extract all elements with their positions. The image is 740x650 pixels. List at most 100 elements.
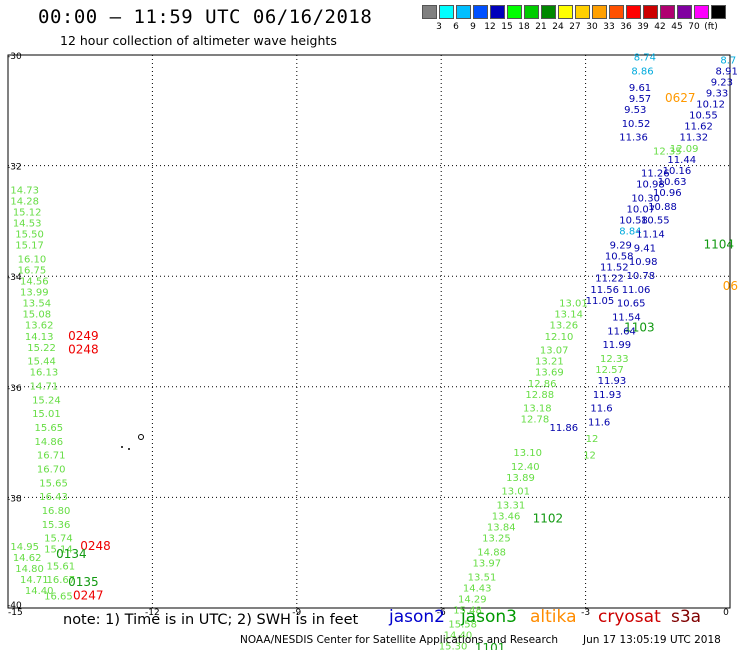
swh-value-label: 15.61 — [47, 561, 76, 572]
pass-id-label: 0134 — [56, 547, 87, 561]
swh-value-label: 11.64 — [607, 326, 636, 337]
swh-value-label: 9.61 — [629, 83, 651, 94]
swh-value-label: 14.86 — [34, 437, 63, 448]
swh-value-label: 11.05 — [586, 296, 615, 307]
swh-value-label: 10.98 — [629, 257, 658, 268]
swh-value-label: 13.69 — [535, 368, 564, 379]
swh-value-label: 14.13 — [25, 332, 54, 343]
swh-value-label: 11.62 — [684, 122, 713, 133]
swh-value-label: 16.13 — [30, 368, 59, 379]
swh-value-label: 13.84 — [487, 523, 516, 534]
swh-value-label: 14.80 — [15, 564, 44, 575]
pass-id-label: 0247 — [73, 589, 104, 603]
legend-jason2: jason2 — [389, 607, 445, 627]
swh-value-label: 15.74 — [44, 534, 73, 545]
swh-value-label: 11.93 — [598, 376, 627, 387]
island-marker — [138, 434, 144, 440]
swh-value-label: 14.73 — [10, 185, 39, 196]
swh-value-label: 12.78 — [521, 415, 550, 426]
pass-id-label: 06 — [723, 279, 738, 293]
swh-value-label: 15.24 — [32, 395, 61, 406]
swh-value-label: 15.14 — [44, 545, 73, 556]
swh-value-label: 11.14 — [636, 229, 665, 240]
x-tick-label: -15 — [8, 608, 23, 618]
swh-value-label: 14.40 — [444, 630, 473, 641]
swh-value-label: 12.09 — [670, 144, 699, 155]
swh-value-label: 10.58 — [605, 252, 634, 263]
swh-value-label: 13.99 — [20, 288, 49, 299]
swh-value-label: 8.74 — [634, 53, 656, 64]
swh-value-label: 9.57 — [629, 94, 651, 105]
swh-value-label: 10.58 — [619, 216, 648, 227]
y-tick-label: -36 — [7, 384, 22, 394]
legend-cryosat: cryosat — [598, 607, 661, 627]
legend-swatch — [592, 5, 607, 19]
swh-value-label: 11.44 — [667, 155, 696, 166]
legend-swatch — [473, 5, 488, 19]
swh-value-label: 15.48 — [453, 606, 482, 617]
swh-value-label: 10.30 — [631, 194, 660, 205]
swh-value-label: 13.89 — [506, 473, 535, 484]
pass-id-label: 1103 — [624, 321, 655, 335]
x-tick-label: 0 — [723, 608, 729, 618]
swh-value-label: 12.33 — [600, 354, 629, 365]
swh-value-label: 13.25 — [482, 534, 511, 545]
swh-value-label: 12.88 — [525, 390, 554, 401]
swh-value-label: 8.7 — [720, 55, 736, 66]
swh-value-label: 12 — [583, 451, 596, 462]
legend-swatch — [524, 5, 539, 19]
legend-label: 70 — [688, 22, 700, 32]
swh-value-label: 8.91 — [716, 66, 738, 77]
swh-value-label: 13.14 — [554, 310, 583, 321]
legend-swatch — [694, 5, 709, 19]
swh-value-label: 14.40 — [25, 586, 54, 597]
swh-value-label: 13.51 — [468, 572, 497, 583]
legend-label: 30 — [586, 22, 598, 32]
plot-frame — [7, 54, 731, 609]
swh-value-label: 9.33 — [706, 88, 728, 99]
swh-value-label: 14.95 — [10, 542, 39, 553]
swh-value-label: 13.21 — [535, 357, 564, 368]
legend-s3a: s3a — [671, 607, 702, 627]
swh-value-label: 12.40 — [511, 462, 540, 473]
swh-value-label: 13.97 — [472, 559, 501, 570]
legend-swatch — [490, 5, 505, 19]
swh-value-label: 14.43 — [463, 583, 492, 594]
swh-value-label: 10.96 — [653, 188, 682, 199]
swh-value-label: 14.53 — [13, 218, 42, 229]
legend-swatch — [422, 5, 437, 19]
swh-value-label: 15.30 — [439, 641, 468, 650]
swh-value-label: 11.6 — [590, 404, 612, 415]
swh-value-label: 14.88 — [477, 547, 506, 558]
swh-value-label: 10.16 — [663, 166, 692, 177]
swh-value-label: 16.43 — [39, 492, 68, 503]
swh-value-label: 14.71 — [20, 575, 49, 586]
legend-swatch — [711, 5, 726, 19]
swh-value-label: 10.12 — [696, 100, 725, 111]
legend-label: 3 — [436, 22, 442, 32]
swh-value-label: 8.86 — [631, 66, 653, 77]
swh-value-label: 13.62 — [25, 321, 54, 332]
swh-value-label: 15.65 — [34, 423, 63, 434]
swh-value-label: 12.57 — [595, 365, 624, 376]
swh-value-label: 10.65 — [617, 299, 646, 310]
pass-id-label: 0627 — [665, 91, 696, 105]
legend-label: 33 — [603, 22, 615, 32]
swh-value-label: 10.52 — [622, 119, 651, 130]
swh-value-label: 13.26 — [550, 321, 579, 332]
note-text: note: 1) Time is in UTC; 2) SWH is in fe… — [63, 612, 359, 628]
pass-id-label: 0248 — [80, 539, 111, 553]
swh-value-label: 13.18 — [523, 404, 552, 415]
swh-value-label: 16.67 — [47, 575, 76, 586]
pass-id-label: 1102 — [533, 511, 564, 525]
swh-value-label: 10.88 — [648, 202, 677, 213]
x-tick-label: -3 — [581, 608, 590, 618]
swh-value-label: 12.86 — [528, 379, 557, 390]
credit-text: NOAA/NESDIS Center for Satellite Applica… — [240, 634, 558, 646]
swh-value-label: 11.93 — [593, 390, 622, 401]
legend-swatch — [609, 5, 624, 19]
swh-value-label: 11.22 — [595, 274, 624, 285]
swh-value-label: 11.54 — [612, 312, 641, 323]
legend-swatch — [626, 5, 641, 19]
chart-title: 00:00 – 11:59 UTC 06/16/2018 — [38, 6, 373, 28]
